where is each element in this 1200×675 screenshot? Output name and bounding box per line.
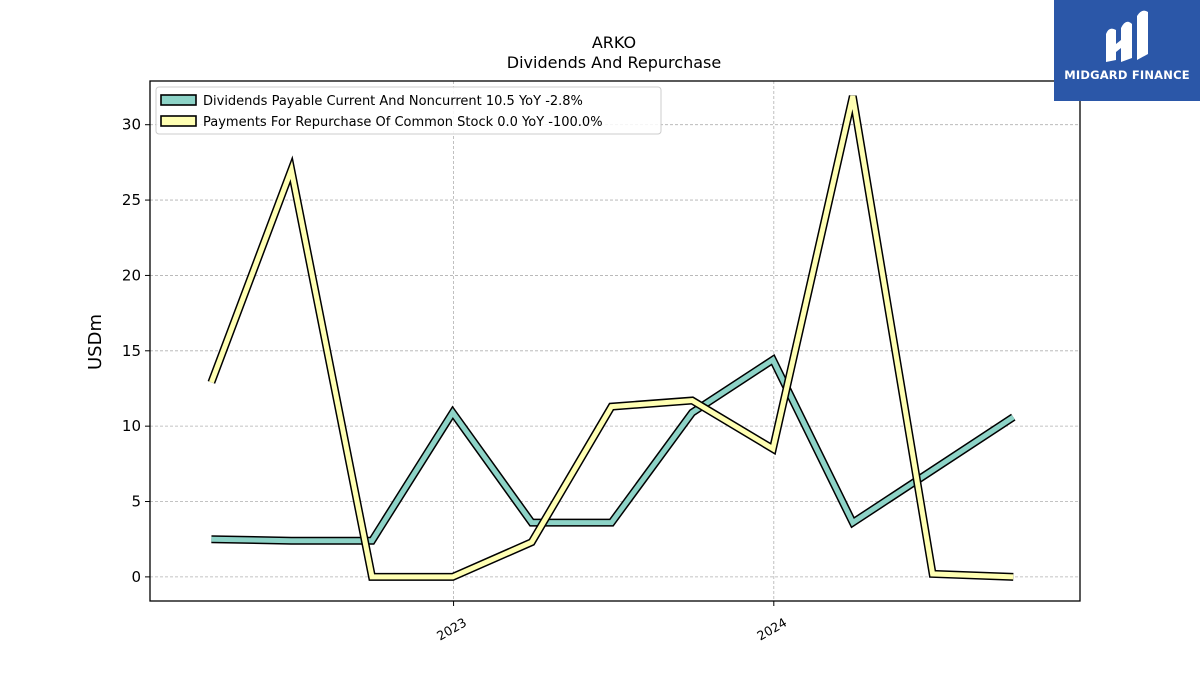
- y-tick-label: 10: [122, 417, 141, 435]
- series-line-1: [211, 353, 1016, 545]
- x-axis: 2023 2024: [434, 601, 789, 644]
- legend-box: [155, 86, 662, 135]
- series-line-fill: [211, 356, 1015, 544]
- legend-swatch: [160, 115, 197, 127]
- midgard-logo-icon: [1106, 10, 1148, 63]
- legend-label: Payments For Repurchase Of Common Stock …: [203, 115, 603, 130]
- x-tick-label: 2024: [754, 615, 789, 644]
- y-tick-label: 5: [131, 493, 141, 511]
- legend: Dividends Payable Current And Noncurrent…: [155, 86, 662, 135]
- chart-subtitle: Dividends And Repurchase: [507, 53, 721, 72]
- y-tick-label: 0: [131, 568, 141, 586]
- series-line-2: [207, 95, 1014, 581]
- plot-frame: [149, 80, 1081, 602]
- y-axis-label: USDm: [85, 314, 106, 370]
- legend-swatch: [160, 94, 197, 106]
- series-group: [207, 95, 1016, 581]
- x-tick-label: 2023: [434, 615, 469, 644]
- y-tick-label: 30: [122, 116, 141, 134]
- y-axis: 0 5 10 15 20 25 30: [122, 116, 150, 586]
- brand-logo: MIDGARD FINANCE: [1054, 0, 1200, 101]
- y-tick-label: 25: [122, 191, 141, 209]
- series-line-fill: [209, 95, 1014, 580]
- legend-label: Dividends Payable Current And Noncurrent…: [203, 94, 583, 109]
- brand-name: MIDGARD FINANCE: [1064, 68, 1190, 82]
- y-tick-label: 15: [122, 342, 141, 360]
- y-tick-label: 20: [122, 266, 141, 284]
- chart-title: ARKO: [592, 33, 636, 52]
